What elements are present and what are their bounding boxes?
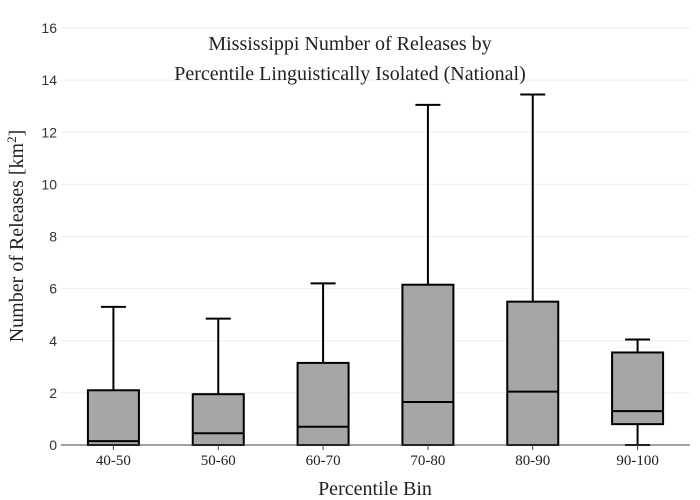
- box-rect: [611, 351, 665, 426]
- box-60-70: [296, 282, 350, 447]
- grid-lines: [61, 27, 690, 394]
- box-90-100: [611, 338, 665, 446]
- x-tick-label: 70-80: [410, 453, 445, 469]
- y-tick-label: 10: [41, 176, 57, 192]
- box-80-90: [506, 93, 560, 446]
- x-tick-label: 90-100: [616, 453, 659, 469]
- y-tick-label: 6: [49, 281, 57, 297]
- box-rect: [86, 389, 140, 446]
- y-axis-label-end: ]: [6, 130, 28, 137]
- x-axis-label: Percentile Bin: [318, 478, 432, 500]
- y-axis-label: Number of Releases [km2]: [4, 130, 29, 343]
- y-axis-label-superscript: 2: [4, 136, 19, 143]
- box-rect: [191, 393, 245, 447]
- x-tick-label: 60-70: [306, 453, 341, 469]
- box-rect: [506, 300, 560, 446]
- box-40-50: [86, 305, 140, 446]
- box-series: [86, 93, 665, 447]
- y-axis-label-main: Number of Releases [km: [6, 142, 28, 342]
- y-tick-label: 2: [49, 385, 57, 401]
- box-rect: [296, 361, 350, 447]
- box-50-60: [191, 317, 245, 447]
- x-tick-label: 40-50: [96, 453, 131, 469]
- y-tick-label: 8: [49, 229, 57, 245]
- y-tick-label: 16: [41, 20, 57, 36]
- y-tick-label: 12: [41, 124, 57, 140]
- y-tick-label: 4: [49, 333, 57, 349]
- chart-title-line-2: Percentile Linguistically Isolated (Nati…: [174, 63, 526, 85]
- y-tick-label: 14: [41, 72, 57, 88]
- y-tick-label: 0: [49, 437, 57, 453]
- x-tick-label: 80-90: [515, 453, 550, 469]
- x-axis-ticks: 40-50 50-60 60-70 70-80 80-90 90-100: [96, 445, 659, 469]
- chart-title-line-1: Mississippi Number of Releases by: [208, 33, 491, 55]
- box-70-80: [401, 103, 455, 447]
- y-axis-ticks: 0 2 4 6 8 10 12 14 16: [41, 20, 57, 453]
- box-rect: [401, 283, 455, 447]
- x-tick-label: 50-60: [201, 453, 236, 469]
